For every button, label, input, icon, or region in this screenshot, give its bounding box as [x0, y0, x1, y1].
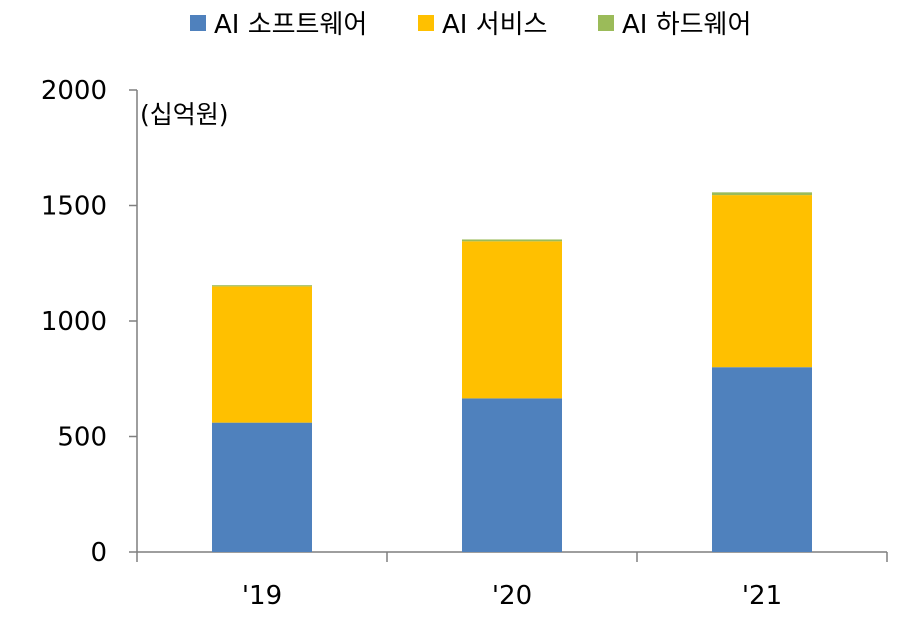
bar-software-0: [212, 422, 312, 552]
y-tick-label: 1500: [41, 192, 107, 222]
legend-label: AI 서비스: [442, 10, 547, 40]
bar-hardware-2: [712, 192, 812, 196]
y-tick-label: 1000: [41, 307, 107, 337]
legend-swatch: [418, 15, 434, 31]
bar-software-1: [462, 398, 562, 552]
bar-hardware-0: [212, 285, 312, 287]
tick-labels: 0 500 1000 1500 2000 '19 '20 '21: [41, 76, 782, 611]
legend-swatch: [598, 15, 614, 31]
bar-service-1: [462, 241, 562, 399]
legend-label: AI 소프트웨어: [214, 10, 367, 40]
y-tick-label: 0: [90, 538, 107, 568]
legend: AI 소프트웨어 AI 서비스 AI 하드웨어: [190, 10, 751, 40]
bar-service-0: [212, 286, 312, 423]
bar-software-2: [712, 367, 812, 552]
y-tick-label: 500: [57, 423, 107, 453]
bar-hardware-1: [462, 239, 562, 242]
x-tick-label: '21: [742, 581, 782, 611]
bar-service-2: [712, 195, 812, 368]
y-tick-label: 2000: [41, 76, 107, 106]
x-tick-label: '19: [242, 581, 282, 611]
legend-label: AI 하드웨어: [622, 10, 751, 40]
y-axis-unit-label: (십억원): [140, 100, 229, 129]
legend-swatch: [190, 15, 206, 31]
bars: [212, 192, 812, 552]
x-tick-label: '20: [492, 581, 532, 611]
